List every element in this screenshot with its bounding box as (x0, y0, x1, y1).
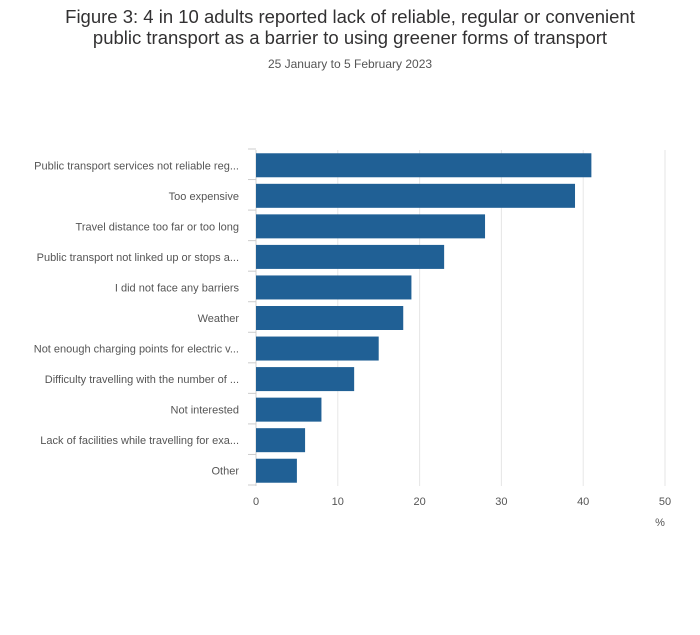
x-tick-label: 50 (659, 496, 671, 508)
chart-title-line-1: Figure 3: 4 in 10 adults reported lack o… (65, 6, 635, 27)
bar[interactable] (256, 153, 592, 178)
bar[interactable] (256, 275, 412, 300)
x-axis-ticks: 0 10 20 30 40 50 (253, 496, 671, 508)
category-label: Not enough charging points for electric … (34, 344, 239, 356)
bar[interactable] (256, 367, 355, 392)
category-labels: Public transport services not reliable r… (34, 160, 240, 477)
category-label: Travel distance too far or too long (76, 221, 239, 233)
bar[interactable] (256, 214, 486, 239)
category-label: Difficulty travelling with the number of… (45, 374, 239, 386)
category-label: Not interested (171, 405, 239, 417)
x-tick-label: 30 (495, 496, 507, 508)
category-label: Too expensive (169, 191, 239, 203)
bar[interactable] (256, 428, 306, 453)
bar[interactable] (256, 336, 379, 361)
bar[interactable] (256, 306, 404, 330)
bar[interactable] (256, 458, 297, 483)
chart-title-line-2: public transport as a barrier to using g… (92, 27, 608, 48)
category-label: I did not face any barriers (115, 282, 240, 294)
x-tick-label: 40 (577, 496, 589, 508)
category-label: Other (211, 466, 239, 478)
category-label: Public transport services not reliable r… (34, 160, 239, 172)
bar[interactable] (256, 183, 576, 208)
chart-subtitle: 25 January to 5 February 2023 (267, 57, 433, 71)
x-axis-unit-label: % (655, 517, 665, 529)
category-label: Weather (198, 313, 240, 325)
bar[interactable] (256, 244, 445, 269)
category-label: Public transport not linked up or stops … (37, 252, 239, 264)
x-tick-label: 20 (413, 496, 425, 508)
x-tick-label: 10 (332, 496, 344, 508)
chart-title: Figure 3: 4 in 10 adults reported lack o… (0, 6, 700, 48)
bars (256, 153, 592, 483)
x-tick-label: 0 (253, 496, 259, 508)
category-label: Lack of facilities while travelling for … (40, 435, 239, 447)
bar[interactable] (256, 397, 322, 422)
